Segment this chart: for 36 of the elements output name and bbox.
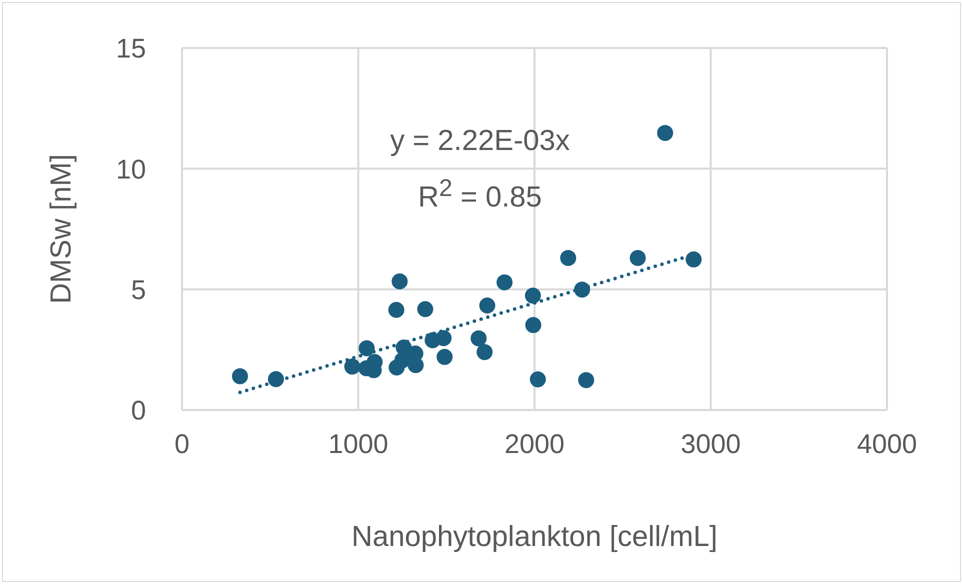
x-tick-label: 0	[174, 429, 190, 460]
y-tick-label: 5	[130, 274, 146, 305]
point	[392, 273, 408, 290]
point	[344, 358, 360, 375]
x-axis-title: Nanophytoplankton [cell/mL]	[352, 521, 718, 553]
point	[578, 372, 594, 388]
point	[232, 368, 248, 384]
x-tick-label: 1000	[328, 429, 388, 460]
point	[408, 357, 424, 374]
point	[479, 298, 496, 314]
x-tick-label: 4000	[856, 429, 918, 460]
point	[525, 317, 542, 334]
x-tick-label: 2000	[504, 429, 565, 460]
x-tick-label: 3000	[680, 429, 741, 460]
y-tick-label: 15	[116, 34, 146, 64]
point	[268, 371, 284, 388]
point	[436, 348, 453, 365]
point	[476, 344, 493, 360]
y-axis-title: DMSw [nM]	[45, 154, 78, 304]
point	[496, 274, 513, 290]
point	[524, 288, 541, 304]
point	[686, 251, 702, 268]
point	[436, 330, 452, 346]
point	[358, 340, 375, 356]
point	[657, 124, 674, 141]
point	[470, 330, 487, 346]
point	[394, 352, 410, 368]
annotation: R$^{2}$ = 0.85	[417, 175, 543, 215]
point	[388, 302, 404, 318]
annotation: y = 2.22E-03x	[389, 125, 571, 158]
point	[630, 250, 646, 266]
y-tick-label: 10	[116, 154, 146, 184]
point	[530, 371, 546, 388]
y-tick-label: 0	[130, 396, 146, 426]
point	[560, 250, 576, 266]
point	[417, 301, 434, 318]
